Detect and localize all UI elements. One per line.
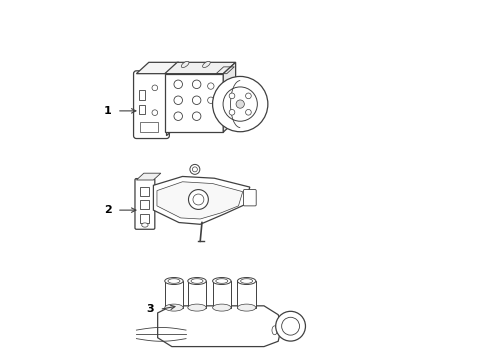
Ellipse shape [181, 61, 188, 68]
FancyBboxPatch shape [243, 190, 256, 206]
Circle shape [192, 80, 201, 89]
Ellipse shape [187, 304, 206, 311]
FancyBboxPatch shape [135, 179, 155, 229]
Polygon shape [157, 306, 281, 347]
Ellipse shape [164, 278, 183, 284]
Ellipse shape [237, 304, 255, 311]
Circle shape [245, 93, 251, 99]
Polygon shape [164, 62, 235, 74]
Circle shape [152, 85, 157, 91]
Text: 2: 2 [104, 205, 112, 215]
Ellipse shape [237, 278, 255, 284]
Ellipse shape [212, 278, 230, 284]
Circle shape [207, 97, 214, 103]
Circle shape [229, 93, 234, 99]
Ellipse shape [168, 279, 180, 283]
Bar [187, 281, 206, 307]
Polygon shape [157, 182, 242, 219]
Bar [164, 281, 183, 307]
Polygon shape [136, 62, 179, 74]
Circle shape [192, 96, 201, 104]
Circle shape [174, 80, 182, 89]
Ellipse shape [164, 304, 183, 311]
Polygon shape [223, 62, 235, 132]
Circle shape [192, 112, 201, 121]
Ellipse shape [215, 279, 227, 283]
Text: 3: 3 [146, 304, 154, 314]
Circle shape [245, 109, 251, 115]
Circle shape [212, 76, 267, 132]
Polygon shape [136, 173, 161, 180]
Bar [237, 281, 255, 307]
Bar [164, 74, 223, 132]
Circle shape [229, 109, 234, 115]
Bar [139, 90, 144, 100]
Circle shape [192, 167, 197, 172]
Bar [139, 104, 144, 114]
Circle shape [275, 311, 305, 341]
Circle shape [236, 100, 244, 108]
Ellipse shape [212, 304, 230, 311]
Bar [212, 281, 230, 307]
Polygon shape [166, 62, 179, 136]
Circle shape [188, 190, 208, 210]
Bar [140, 214, 149, 222]
Circle shape [207, 83, 214, 89]
Circle shape [281, 317, 299, 335]
Ellipse shape [202, 61, 210, 68]
Circle shape [152, 110, 157, 116]
Circle shape [189, 165, 200, 174]
Text: 1: 1 [104, 106, 112, 116]
Circle shape [174, 112, 182, 121]
Bar [140, 187, 149, 195]
Ellipse shape [142, 223, 148, 227]
Polygon shape [153, 176, 249, 224]
Ellipse shape [240, 279, 252, 283]
FancyBboxPatch shape [133, 71, 169, 139]
Bar [140, 200, 149, 209]
Circle shape [174, 96, 182, 104]
Circle shape [223, 87, 257, 121]
Ellipse shape [271, 326, 277, 335]
Ellipse shape [191, 279, 203, 283]
Circle shape [193, 194, 203, 205]
Bar [140, 122, 157, 132]
Ellipse shape [187, 278, 206, 284]
